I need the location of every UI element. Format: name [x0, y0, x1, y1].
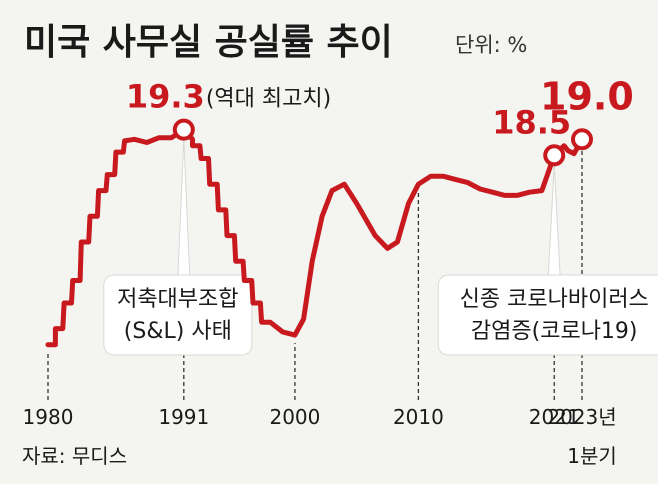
callout-pointer [547, 164, 561, 278]
callout-text: (S&L) 사태 [124, 319, 232, 344]
unit-label: 단위: % [455, 33, 527, 57]
series-line [45, 127, 585, 348]
data-label-note: (역대 최고치) [206, 87, 331, 112]
x-tick-label: 2023년 [547, 405, 616, 429]
source-label: 자료: 무디스 [22, 444, 127, 468]
callout-box [437, 274, 658, 356]
data-point-marker [571, 128, 593, 151]
callout-text: 감염증(코로나19) [471, 319, 638, 344]
x-tick-label: 1980 [23, 405, 74, 429]
x-tick-label: 2000 [269, 405, 320, 429]
x-tick-sublabel: 1분기 [567, 444, 617, 468]
x-tick-label: 2010 [393, 405, 444, 429]
data-label: 19.3 [126, 78, 205, 116]
callout: 저축대부조합 (S&L) 사태 [103, 138, 253, 356]
callout-box [103, 274, 253, 356]
x-tick-label: 2021 [529, 405, 580, 429]
data-point-marker [543, 144, 566, 167]
chart-title: 미국 사무실 공실률 추이 [24, 22, 393, 63]
callout-text: 신종 코로나바이러스 [460, 287, 649, 312]
callout-text: 저축대부조합 [117, 287, 238, 312]
x-guides [47, 137, 583, 400]
x-tick-label: 1991 [158, 405, 209, 429]
data-point-marker [172, 118, 195, 141]
callout-pointer [177, 138, 191, 278]
data-label: 18.5 [492, 103, 571, 141]
data-label: 19.0 [540, 74, 634, 118]
